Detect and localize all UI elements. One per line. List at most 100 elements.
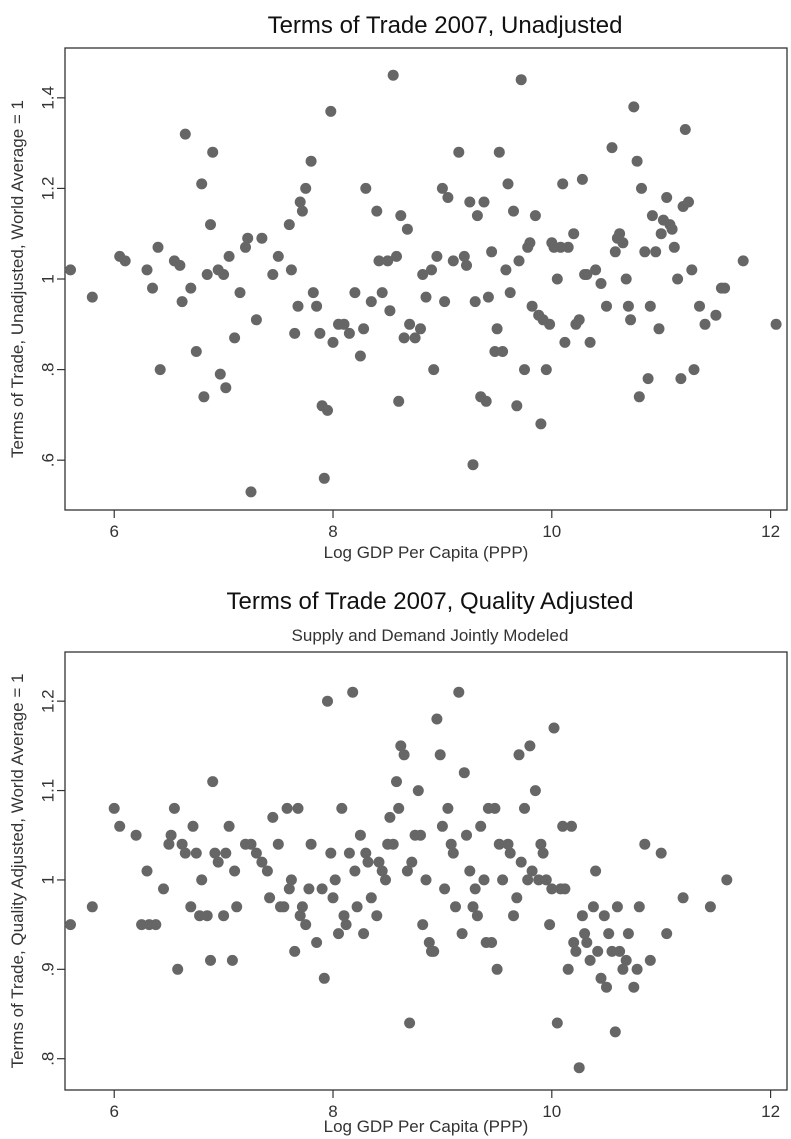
- data-point: [704, 901, 716, 913]
- data-point: [234, 287, 246, 299]
- data-point: [391, 250, 402, 262]
- data-point: [686, 264, 698, 276]
- data-point: [296, 901, 308, 913]
- data-point: [245, 486, 257, 498]
- data-point: [387, 838, 399, 850]
- data-point: [544, 318, 556, 330]
- data-point: [502, 838, 514, 850]
- data-point: [557, 178, 569, 190]
- data-point: [272, 838, 284, 850]
- data-point: [393, 802, 405, 814]
- data-point: [442, 802, 454, 814]
- data-point: [661, 928, 673, 940]
- plot-frame-quality-adjusted: [64, 651, 788, 1091]
- data-point: [86, 291, 98, 303]
- data-point: [384, 305, 396, 317]
- data-point: [489, 802, 501, 814]
- chart-subtitle-quality-adjusted: Supply and Demand Jointly Modeled: [292, 626, 569, 645]
- data-point: [491, 323, 503, 335]
- data-point: [464, 196, 476, 208]
- data-point: [108, 802, 120, 814]
- data-point: [590, 865, 602, 877]
- data-point: [250, 847, 262, 859]
- data-point: [360, 182, 372, 194]
- data-point: [628, 981, 640, 993]
- data-point: [229, 332, 241, 344]
- data-point: [267, 269, 279, 280]
- data-point: [201, 910, 213, 922]
- data-point: [450, 901, 461, 913]
- data-point: [264, 892, 276, 904]
- data-point: [576, 910, 588, 922]
- data-point: [445, 838, 457, 850]
- data-point: [373, 856, 385, 868]
- data-point: [333, 928, 344, 940]
- data-point: [493, 146, 505, 158]
- scatter-points-quality-adjusted: [65, 686, 733, 1074]
- data-point: [376, 287, 388, 299]
- data-point: [489, 346, 501, 357]
- data-point: [398, 332, 410, 344]
- data-point: [296, 205, 308, 217]
- data-point: [387, 69, 399, 81]
- data-point: [158, 883, 169, 895]
- data-point: [581, 937, 593, 948]
- data-point: [447, 847, 459, 859]
- y-tick-label-quality-adjusted: 1.2: [38, 689, 57, 713]
- data-point: [491, 963, 503, 975]
- data-point: [511, 400, 523, 412]
- data-point: [436, 820, 448, 832]
- data-point: [559, 883, 571, 895]
- data-point: [209, 847, 221, 859]
- data-point: [393, 395, 405, 407]
- data-point: [261, 865, 273, 877]
- data-point: [504, 287, 516, 299]
- data-point: [458, 767, 470, 779]
- data-point: [114, 820, 126, 832]
- x-tick-label-quality-adjusted: 8: [328, 1102, 337, 1121]
- data-point: [453, 686, 465, 698]
- data-point: [544, 919, 556, 931]
- data-point: [579, 928, 591, 940]
- data-point: [546, 883, 558, 895]
- data-point: [303, 883, 315, 895]
- x-tick-label-quality-adjusted: 6: [109, 1102, 118, 1121]
- scatter-panel-unadjusted: Terms of Trade 2007, Unadjusted 6 8 10 12 .6…: [8, 12, 788, 562]
- data-point: [655, 847, 667, 859]
- data-point: [611, 901, 623, 913]
- data-point: [515, 74, 527, 86]
- data-point: [327, 336, 339, 348]
- x-tick-label-unadjusted: 10: [542, 522, 561, 541]
- data-point: [467, 459, 479, 471]
- data-point: [576, 173, 588, 185]
- data-point: [289, 327, 301, 339]
- data-point: [196, 874, 208, 886]
- data-point: [152, 241, 164, 253]
- data-point: [423, 937, 435, 948]
- data-point: [606, 945, 618, 957]
- data-point: [644, 954, 656, 966]
- data-point: [325, 847, 337, 859]
- data-point: [609, 1026, 621, 1038]
- data-point: [434, 749, 446, 761]
- data-point: [570, 945, 582, 957]
- data-point: [699, 318, 711, 330]
- data-point: [395, 740, 407, 752]
- data-point: [710, 309, 722, 321]
- data-point: [358, 928, 370, 940]
- data-point: [185, 282, 197, 294]
- data-point: [322, 695, 333, 707]
- y-tick-label-quality-adjusted: .9: [38, 962, 57, 976]
- data-point: [486, 937, 498, 948]
- data-point: [628, 101, 640, 113]
- y-axis-label-quality-adjusted: Terms of Trade, Quality Adjusted, World …: [8, 674, 27, 1069]
- data-point: [420, 291, 432, 303]
- data-point: [362, 856, 374, 868]
- y-tick-label-quality-adjusted: .8: [38, 1052, 57, 1066]
- x-tick-label-unadjusted: 8: [328, 522, 337, 541]
- data-point: [595, 972, 607, 984]
- data-point: [327, 892, 339, 904]
- data-point: [406, 856, 418, 868]
- data-point: [642, 373, 654, 385]
